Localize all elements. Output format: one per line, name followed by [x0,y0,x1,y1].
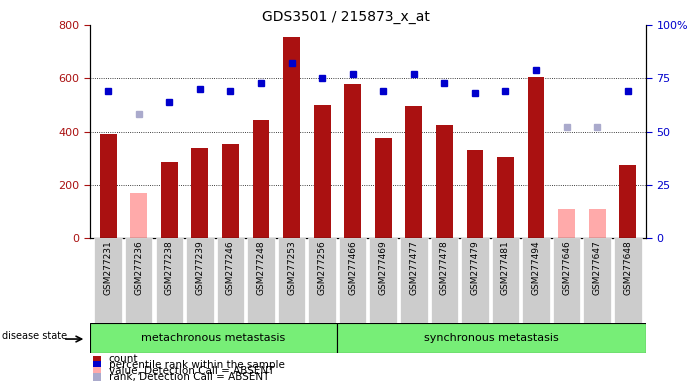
Text: GSM277479: GSM277479 [471,241,480,295]
Bar [400,238,428,323]
Bar [344,84,361,238]
Bar [370,238,397,323]
Text: GSM277236: GSM277236 [134,241,143,295]
Bar [253,119,269,238]
Bar [492,238,519,323]
Bar [406,106,422,238]
Bar [308,238,336,323]
Bar [217,238,244,323]
Bar [528,77,545,238]
Bar [161,162,178,238]
Bar [131,193,147,238]
Text: GSM277647: GSM277647 [593,241,602,295]
Bar [95,238,122,323]
Text: GSM277248: GSM277248 [256,241,265,295]
Bar [466,150,483,238]
Bar [619,165,636,238]
Bar [461,238,489,323]
Text: GSM277239: GSM277239 [196,241,205,295]
Text: synchronous metastasis: synchronous metastasis [424,333,559,343]
Text: GSM277478: GSM277478 [440,241,449,295]
Text: GSM277481: GSM277481 [501,241,510,295]
Text: GSM277466: GSM277466 [348,241,357,295]
Text: GSM277648: GSM277648 [623,241,632,295]
Text: rank, Detection Call = ABSENT: rank, Detection Call = ABSENT [108,372,269,382]
Text: GSM277469: GSM277469 [379,241,388,295]
Bar [191,148,208,238]
Bar [314,105,330,238]
Bar [278,238,305,323]
Bar [436,125,453,238]
Bar [100,134,117,238]
Bar [155,238,183,323]
Text: GSM277246: GSM277246 [226,241,235,295]
Bar [614,238,641,323]
Text: GSM277231: GSM277231 [104,241,113,295]
Bar [558,209,575,238]
Bar [583,238,611,323]
Bar [247,238,275,323]
Bar [430,238,458,323]
Bar [553,238,580,323]
Bar [222,144,239,238]
Bar [186,238,214,323]
Text: GSM277238: GSM277238 [164,241,174,295]
Bar [90,323,337,353]
Text: GSM277477: GSM277477 [409,241,418,295]
Text: GSM277253: GSM277253 [287,241,296,295]
Text: value, Detection Call = ABSENT: value, Detection Call = ABSENT [108,366,274,376]
Text: metachronous metastasis: metachronous metastasis [142,333,285,343]
Bar [375,138,392,238]
Text: GSM277646: GSM277646 [562,241,571,295]
Bar [589,209,605,238]
Bar [283,37,300,238]
Text: GDS3501 / 215873_x_at: GDS3501 / 215873_x_at [262,10,429,23]
Bar [337,323,646,353]
Text: percentile rank within the sample: percentile rank within the sample [108,360,285,370]
Bar [125,238,153,323]
Bar [497,157,514,238]
Text: GSM277494: GSM277494 [531,241,540,295]
Bar [522,238,550,323]
Text: disease state: disease state [2,331,67,341]
Text: GSM277256: GSM277256 [318,241,327,295]
Text: count: count [108,354,138,364]
Bar [339,238,366,323]
